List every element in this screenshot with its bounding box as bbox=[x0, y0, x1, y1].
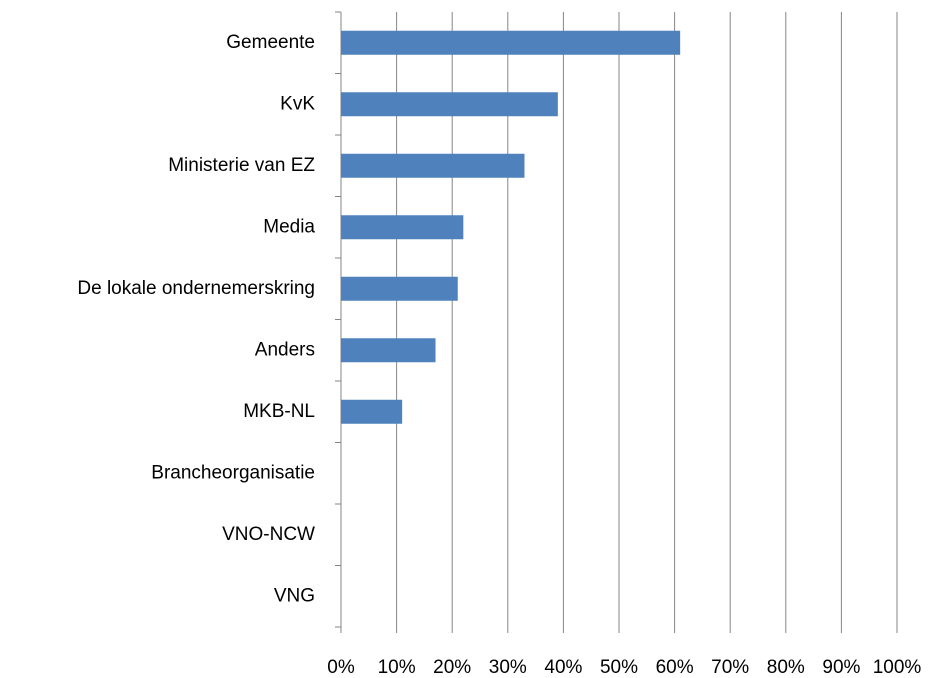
bar bbox=[341, 338, 436, 363]
bar bbox=[341, 276, 458, 301]
y-tick-label: KvK bbox=[280, 93, 315, 114]
bar bbox=[341, 215, 464, 240]
bar bbox=[341, 92, 558, 117]
bar bbox=[341, 30, 681, 55]
x-tick-label: 60% bbox=[656, 657, 694, 678]
bar bbox=[341, 399, 403, 424]
y-tick-label: VNO-NCW bbox=[222, 524, 315, 545]
x-tick-label: 90% bbox=[822, 657, 860, 678]
y-tick-label: VNG bbox=[274, 585, 315, 606]
x-tick-label: 20% bbox=[433, 657, 471, 678]
x-tick-label: 50% bbox=[600, 657, 638, 678]
x-tick-label: 100% bbox=[873, 657, 922, 678]
y-tick-label: MKB-NL bbox=[243, 401, 315, 422]
x-tick-label: 10% bbox=[378, 657, 416, 678]
y-tick-label: Ministerie van EZ bbox=[168, 155, 315, 176]
y-tick-label: Anders bbox=[255, 339, 315, 360]
bar bbox=[341, 153, 525, 178]
x-tick-label: 40% bbox=[544, 657, 582, 678]
y-tick-label: Brancheorganisatie bbox=[151, 462, 315, 483]
y-tick-label: Media bbox=[263, 216, 315, 237]
y-tick-label: Gemeente bbox=[226, 32, 315, 53]
y-tick-label: De lokale ondernemerskring bbox=[77, 278, 315, 299]
x-tick-label: 0% bbox=[327, 657, 355, 678]
x-tick-label: 30% bbox=[489, 657, 527, 678]
x-tick-label: 70% bbox=[711, 657, 749, 678]
x-tick-label: 80% bbox=[767, 657, 805, 678]
